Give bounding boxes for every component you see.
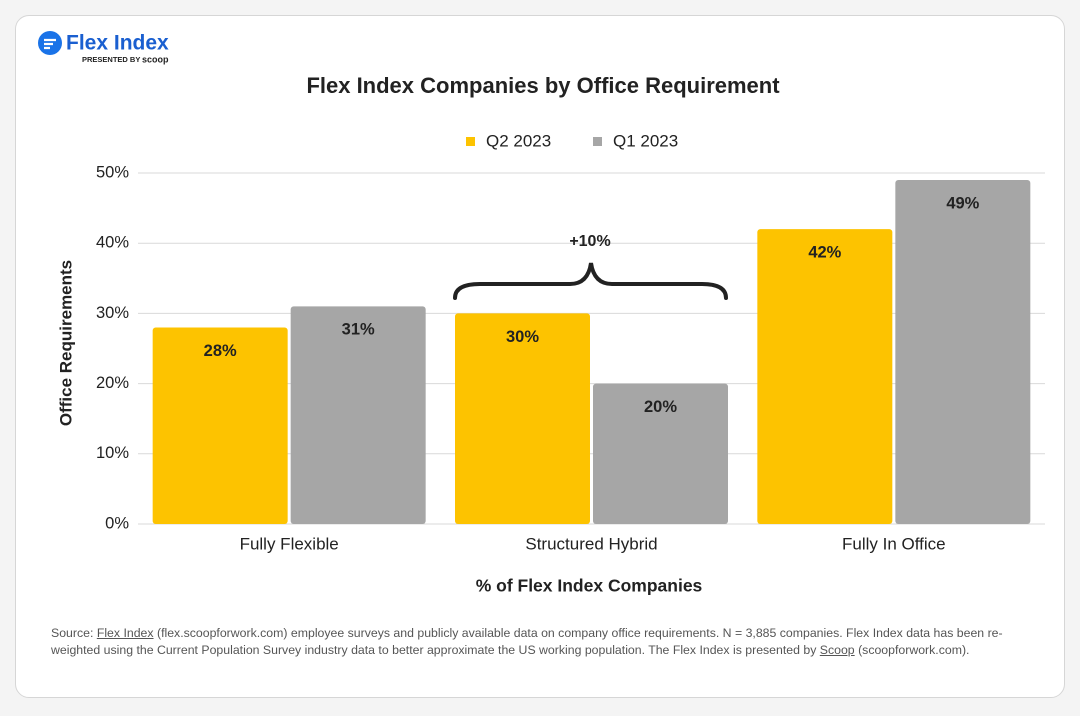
y-tick-label: 30% bbox=[96, 304, 129, 322]
value-label: 20% bbox=[644, 398, 677, 416]
legend-label: Q1 2023 bbox=[613, 131, 678, 150]
bar bbox=[895, 180, 1031, 524]
x-tick-label: Structured Hybrid bbox=[525, 534, 657, 553]
bar bbox=[593, 383, 728, 524]
logo-brand: scoop bbox=[142, 54, 169, 64]
y-tick-label: 0% bbox=[105, 514, 129, 532]
source-prefix: Source: bbox=[51, 626, 94, 640]
y-tick-label: 20% bbox=[96, 374, 129, 392]
bar bbox=[455, 313, 590, 524]
value-label: 28% bbox=[204, 342, 237, 360]
value-label: 30% bbox=[506, 328, 539, 346]
bar bbox=[152, 327, 288, 524]
annotation: +10% bbox=[569, 233, 610, 250]
brace bbox=[453, 262, 728, 300]
source-link[interactable]: Scoop bbox=[819, 643, 855, 657]
x-tick-label: Fully In Office bbox=[842, 534, 946, 553]
source-link[interactable]: Flex Index bbox=[96, 626, 154, 640]
y-tick-label: 10% bbox=[96, 444, 129, 462]
x-tick-label: Fully Flexible bbox=[240, 534, 339, 553]
legend-swatch bbox=[593, 137, 602, 146]
x-axis-label: % of Flex Index Companies bbox=[476, 576, 703, 596]
bar bbox=[757, 229, 893, 524]
value-label: 42% bbox=[808, 244, 841, 262]
legend-swatch bbox=[466, 137, 475, 146]
y-tick-label: 50% bbox=[96, 163, 129, 181]
logo-name: Flex Index bbox=[66, 32, 169, 55]
source-note: Source: Flex Index (flex.scoopforwork.co… bbox=[51, 625, 1041, 659]
logo-icon-lines bbox=[44, 38, 56, 50]
legend-label: Q2 2023 bbox=[486, 131, 551, 150]
y-tick-label: 40% bbox=[96, 234, 129, 252]
chart-title: Flex Index Companies by Office Requireme… bbox=[306, 73, 780, 98]
y-axis-label: Office Requirements bbox=[56, 260, 75, 426]
logo: Flex Index PRESENTED BY scoop bbox=[38, 31, 169, 64]
value-label: 31% bbox=[342, 321, 375, 339]
value-label: 49% bbox=[946, 194, 979, 212]
source-suffix: (scoopforwork.com). bbox=[858, 643, 970, 657]
source-text: (flex.scoopforwork.com) employee surveys… bbox=[51, 626, 1003, 657]
logo-presented: PRESENTED BY bbox=[82, 55, 140, 64]
bar bbox=[290, 306, 426, 524]
